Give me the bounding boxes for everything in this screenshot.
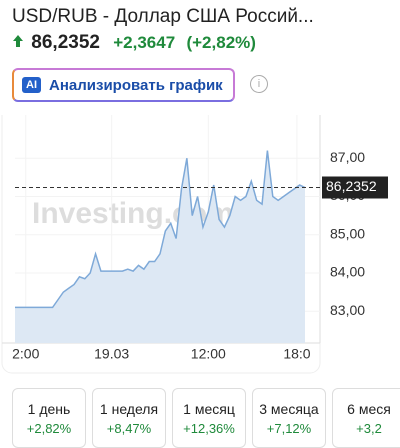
change: +2,3647	[113, 33, 176, 52]
title: USD/RUB - Доллар США Россий...	[12, 6, 314, 27]
price-row: 86,2352 +2,3647 (+2,82%)	[12, 32, 256, 54]
period-change: +2,82%	[26, 421, 72, 436]
ai-button[interactable]: AI Анализировать график	[12, 68, 235, 102]
period-label: 1 неделя	[99, 401, 159, 417]
y-tick-label: 83,00	[330, 302, 365, 318]
line	[15, 150, 306, 309]
up-arrow	[13, 35, 23, 47]
period-button[interactable]: 1 день +2,82%	[12, 388, 86, 448]
y-tick-label: 85,00	[330, 225, 365, 241]
period-label: 1 день	[27, 401, 71, 417]
period-change: +8,47%	[106, 421, 152, 436]
price: 86,2352	[31, 32, 100, 53]
chart: Investing.com83,0084,0085,0086,0087,002:…	[1, 115, 388, 374]
area-fill	[15, 150, 305, 343]
ai-icon: AI	[22, 77, 41, 93]
period-label: 6 меся	[347, 401, 391, 417]
periods: 1 день +2,82% 1 неделя +8,47% 1 месяц +12,36%…	[12, 388, 400, 448]
info-icon[interactable]: i	[250, 75, 268, 93]
y-tick-label: 87,00	[330, 149, 365, 165]
x-tick-label: 12:00	[191, 346, 226, 362]
period-button[interactable]: 1 неделя +8,47%	[92, 388, 166, 448]
period-change: +7,12%	[266, 421, 312, 436]
ai-label: Анализировать график	[49, 76, 223, 94]
period-button[interactable]: 6 меся +3,2	[332, 388, 400, 448]
period-button[interactable]: 1 месяц +12,36%	[172, 388, 246, 448]
y-tick-label: 84,00	[330, 264, 365, 280]
period-label: 3 месяца	[259, 401, 319, 417]
period-button[interactable]: 3 месяца +7,12%	[252, 388, 326, 448]
period-label: 1 месяц	[183, 401, 235, 417]
period-change: +12,36%	[183, 421, 235, 436]
period-change: +3,2	[356, 421, 382, 436]
change-pct: (+2,82%)	[186, 33, 256, 52]
current-price-label: 86,2352	[326, 178, 377, 194]
x-tick-label: 19.03	[94, 346, 129, 362]
current-price-box	[322, 176, 388, 199]
x-tick-label: 2:00	[12, 346, 39, 362]
x-tick-label: 18:0	[283, 346, 310, 362]
